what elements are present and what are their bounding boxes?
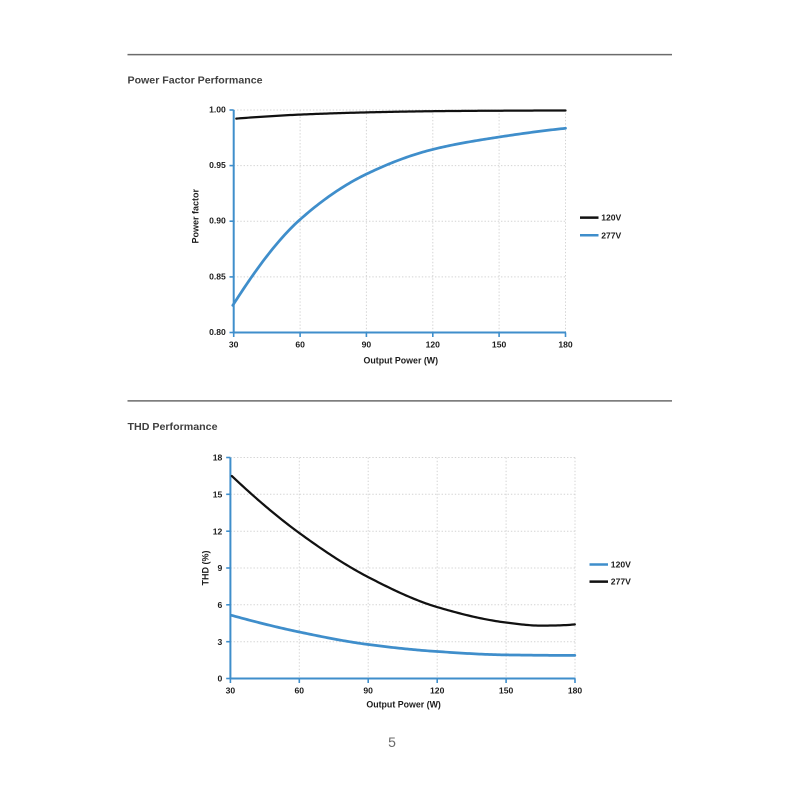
svg-text:60: 60 [295,339,305,349]
svg-text:90: 90 [363,685,373,695]
svg-text:277V: 277V [611,577,631,587]
svg-text:Output Power (W): Output Power (W) [366,699,441,710]
svg-text:90: 90 [362,339,372,349]
svg-text:Power factor: Power factor [190,189,200,244]
svg-text:120V: 120V [601,213,621,223]
svg-text:30: 30 [226,685,236,695]
svg-text:1.00: 1.00 [209,104,226,114]
svg-text:Power Factor Performance: Power Factor Performance [128,76,263,87]
svg-text:150: 150 [499,685,514,695]
svg-text:60: 60 [295,685,305,695]
svg-text:15: 15 [213,489,223,499]
svg-text:THD (%): THD (%) [200,551,210,586]
svg-text:0.80: 0.80 [209,327,226,337]
svg-text:120: 120 [426,339,441,349]
svg-text:0.95: 0.95 [209,160,226,170]
svg-text:9: 9 [218,563,223,573]
svg-text:30: 30 [229,339,239,349]
svg-text:5: 5 [388,734,396,750]
svg-text:180: 180 [558,339,573,349]
svg-text:180: 180 [568,685,583,695]
svg-text:12: 12 [213,526,223,536]
svg-text:0: 0 [218,674,223,684]
svg-text:6: 6 [218,600,223,610]
svg-text:3: 3 [218,637,223,647]
svg-text:THD Performance: THD Performance [128,422,218,433]
svg-text:0.90: 0.90 [209,216,226,226]
svg-text:120: 120 [430,685,445,695]
svg-text:120V: 120V [611,560,631,570]
svg-text:Output Power (W): Output Power (W) [364,355,439,366]
svg-text:150: 150 [492,339,507,349]
svg-text:0.85: 0.85 [209,271,226,281]
svg-text:277V: 277V [601,230,621,240]
svg-text:18: 18 [213,453,223,463]
